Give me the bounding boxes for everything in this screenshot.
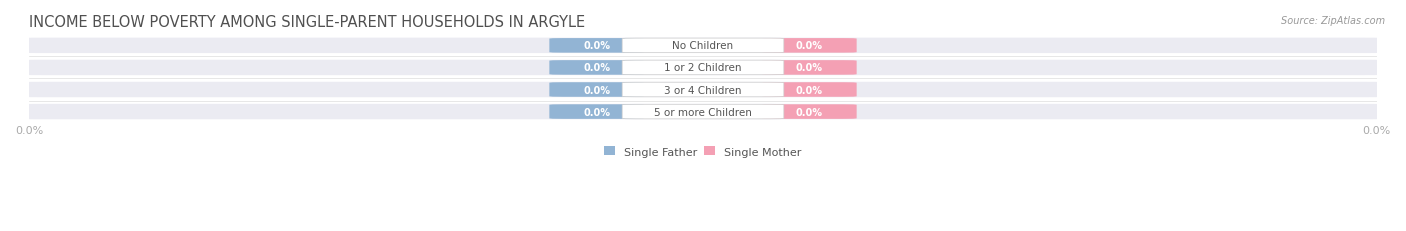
FancyBboxPatch shape [762, 39, 856, 53]
FancyBboxPatch shape [550, 61, 644, 75]
Text: 0.0%: 0.0% [796, 63, 823, 73]
FancyBboxPatch shape [550, 105, 644, 119]
Text: 0.0%: 0.0% [796, 107, 823, 117]
Text: Source: ZipAtlas.com: Source: ZipAtlas.com [1281, 16, 1385, 26]
FancyBboxPatch shape [15, 61, 1391, 76]
FancyBboxPatch shape [15, 104, 1391, 120]
FancyBboxPatch shape [621, 39, 785, 53]
FancyBboxPatch shape [550, 83, 644, 97]
Text: INCOME BELOW POVERTY AMONG SINGLE-PARENT HOUSEHOLDS IN ARGYLE: INCOME BELOW POVERTY AMONG SINGLE-PARENT… [30, 15, 585, 30]
Text: 0.0%: 0.0% [796, 41, 823, 51]
Legend: Single Father, Single Mother: Single Father, Single Mother [605, 147, 801, 157]
FancyBboxPatch shape [15, 39, 1391, 54]
Text: 0.0%: 0.0% [583, 107, 610, 117]
FancyBboxPatch shape [762, 61, 856, 75]
FancyBboxPatch shape [762, 105, 856, 119]
Text: 5 or more Children: 5 or more Children [654, 107, 752, 117]
FancyBboxPatch shape [621, 61, 785, 75]
FancyBboxPatch shape [621, 83, 785, 97]
FancyBboxPatch shape [15, 82, 1391, 98]
Text: 1 or 2 Children: 1 or 2 Children [664, 63, 742, 73]
Text: No Children: No Children [672, 41, 734, 51]
FancyBboxPatch shape [550, 39, 644, 53]
Text: 0.0%: 0.0% [583, 63, 610, 73]
Text: 0.0%: 0.0% [796, 85, 823, 95]
Text: 0.0%: 0.0% [583, 41, 610, 51]
Text: 0.0%: 0.0% [583, 85, 610, 95]
FancyBboxPatch shape [762, 83, 856, 97]
Text: 3 or 4 Children: 3 or 4 Children [664, 85, 742, 95]
FancyBboxPatch shape [621, 105, 785, 119]
